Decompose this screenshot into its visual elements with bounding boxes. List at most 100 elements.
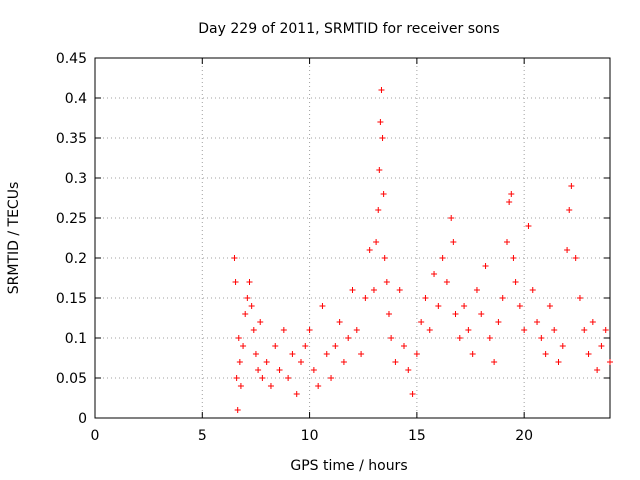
data-point [581,327,588,333]
data-point [242,311,249,317]
data-point [231,255,238,261]
data-point [491,359,498,365]
x-tick-label: 10 [301,428,319,444]
x-tick-label: 20 [515,428,533,444]
x-tick-label: 0 [91,428,100,444]
y-tick-label: 0.05 [56,371,87,387]
data-point [380,191,387,197]
data-point [381,255,388,261]
data-point [508,191,515,197]
data-point [237,383,244,389]
data-point [534,319,541,325]
data-point [568,183,575,189]
data-point [529,287,536,293]
data-point [323,351,330,357]
data-point [465,327,472,333]
data-point [448,215,455,221]
data-point [506,199,513,205]
gridlines [95,58,610,418]
data-point [512,279,519,285]
data-point [478,311,485,317]
data-point [516,303,523,309]
data-point [244,295,251,301]
data-point [377,119,384,125]
data-point [452,311,459,317]
data-point [439,255,446,261]
data-point [375,207,382,213]
data-point [521,327,528,333]
data-point [385,311,392,317]
data-point [473,287,480,293]
data-point [602,327,609,333]
data-point [585,351,592,357]
data-point [272,343,279,349]
data-point [310,367,317,373]
data-point [340,359,347,365]
data-point [418,319,425,325]
data-point [401,343,407,349]
data-point [298,359,304,365]
data-point [302,343,309,349]
data-point [499,295,506,301]
data-point [594,367,601,373]
data-point [267,383,274,389]
data-point [234,407,241,413]
y-tick-label: 0.3 [65,171,87,187]
tick-marks [94,57,610,419]
data-point [426,327,433,333]
data-point [450,239,457,245]
data-point [306,327,313,333]
data-points [231,87,613,413]
data-point [276,367,283,373]
y-tick-label: 0.2 [65,251,87,267]
data-point [280,327,287,333]
data-point [486,335,493,341]
data-point [362,295,369,301]
y-tick-label: 0.4 [65,91,87,107]
data-point [250,327,257,333]
data-point [572,255,579,261]
data-point [236,359,243,365]
data-point [607,359,613,365]
data-point [315,383,322,389]
data-point [413,351,420,357]
data-point [255,367,262,373]
y-tick-label: 0.15 [56,291,87,307]
data-point [564,247,571,253]
data-point [353,327,360,333]
x-tick-labels: 0 5 10 15 20 [91,428,534,444]
data-point [358,351,365,357]
data-point [392,359,399,365]
y-tick-label: 0.25 [56,211,87,227]
data-point [232,279,239,285]
data-point [373,239,380,245]
data-point [551,327,558,333]
data-point [246,279,253,285]
x-axis-label: GPS time / hours [290,458,407,474]
data-point [319,303,326,309]
data-point [456,335,463,341]
data-point [443,279,450,285]
data-point [383,279,390,285]
data-point [482,263,489,269]
data-point [248,303,255,309]
data-point [546,303,553,309]
data-point [233,375,240,381]
data-point [435,303,442,309]
data-point [422,295,429,301]
data-point [431,271,438,277]
data-point [510,255,517,261]
data-point [525,223,532,229]
data-point [542,351,549,357]
data-point [405,367,412,373]
plot-frame [94,57,611,419]
x-tick-label: 15 [408,428,426,444]
data-point [332,343,339,349]
data-point [240,343,247,349]
data-point [598,343,605,349]
data-point [504,239,510,245]
data-point [293,391,300,397]
data-point [461,303,468,309]
y-axis-label: SRMTID / TECUs [6,182,22,295]
